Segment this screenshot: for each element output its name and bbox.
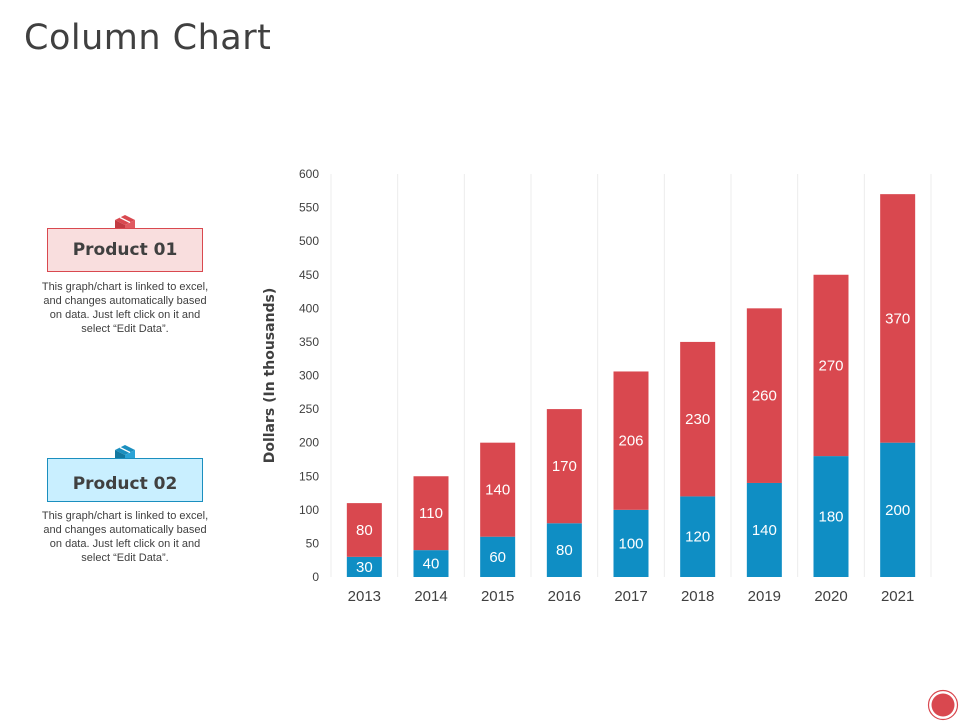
y-tick-label: 300 <box>299 369 319 383</box>
x-tick-label: 2017 <box>614 588 647 605</box>
y-tick-label: 0 <box>312 570 319 584</box>
description-line: select “Edit Data”. <box>81 552 169 564</box>
slide-title: Column Chart <box>24 18 272 58</box>
data-label: 140 <box>752 522 777 539</box>
bar-product-02 <box>680 496 716 577</box>
product-01-description: This graph/chart is linked to excel, and… <box>28 280 222 336</box>
product-02-description: This graph/chart is linked to excel, and… <box>28 509 222 565</box>
y-tick-label: 600 <box>299 167 319 181</box>
y-tick-label: 200 <box>299 436 319 450</box>
product-02-label: Product 02 <box>47 458 203 502</box>
bar-product-01 <box>613 371 649 510</box>
product-01-label: Product 01 <box>47 228 203 272</box>
x-tick-label: 2016 <box>548 588 581 605</box>
x-tick-label: 2020 <box>814 588 847 605</box>
data-label: 80 <box>356 522 373 539</box>
bar-product-02 <box>346 556 382 577</box>
data-label: 30 <box>356 559 373 576</box>
bar-product-01 <box>880 194 916 443</box>
description-line: and changes automatically based <box>43 295 207 307</box>
bar-product-02 <box>613 509 649 577</box>
bar-product-01 <box>413 476 449 551</box>
y-tick-label: 500 <box>299 234 319 248</box>
bar-product-02 <box>813 456 849 577</box>
y-tick-label: 400 <box>299 301 319 315</box>
description-line: and changes automatically based <box>43 524 207 536</box>
y-tick-label: 550 <box>299 201 319 215</box>
next-slide-button[interactable] <box>927 689 959 721</box>
description-line: select “Edit Data”. <box>81 323 169 335</box>
data-label: 120 <box>685 529 710 546</box>
x-tick-label: 2015 <box>481 588 514 605</box>
data-label: 370 <box>885 310 910 327</box>
y-tick-label: 450 <box>299 268 319 282</box>
data-label: 230 <box>685 411 710 428</box>
bar-product-02 <box>546 523 582 577</box>
bar-product-02 <box>413 550 449 577</box>
bar-product-01 <box>680 341 716 497</box>
x-tick-label: 2018 <box>681 588 714 605</box>
data-label: 110 <box>419 505 443 522</box>
bar-product-01 <box>746 308 782 483</box>
y-tick-label: 100 <box>299 503 319 517</box>
description-line: This graph/chart is linked to excel, <box>41 510 209 522</box>
bar-product-02 <box>480 536 516 577</box>
bar-product-01 <box>480 442 516 537</box>
data-label: 200 <box>885 502 910 519</box>
y-tick-label: 250 <box>299 402 319 416</box>
bar-product-02 <box>880 442 916 577</box>
data-label: 170 <box>552 458 577 475</box>
bar-product-02 <box>746 482 782 577</box>
data-label: 180 <box>818 509 843 526</box>
description-line: on data. Just left click on it and <box>49 309 201 321</box>
x-tick-label: 2021 <box>881 588 914 605</box>
data-label: 140 <box>485 482 510 499</box>
bar-product-01 <box>813 274 849 457</box>
bar-product-01 <box>346 503 382 557</box>
x-tick-label: 2013 <box>348 588 381 605</box>
data-label: 40 <box>423 556 440 573</box>
y-tick-label: 150 <box>299 469 319 483</box>
data-label: 80 <box>556 542 573 559</box>
description-line: on data. Just left click on it and <box>49 538 201 550</box>
x-tick-label: 2019 <box>748 588 781 605</box>
data-label: 260 <box>752 388 777 405</box>
data-label: 270 <box>818 357 843 374</box>
y-tick-label: 350 <box>299 335 319 349</box>
y-tick-label: 50 <box>306 536 320 550</box>
x-tick-label: 2014 <box>414 588 447 605</box>
data-label: 100 <box>618 535 643 552</box>
data-label: 60 <box>489 549 506 566</box>
bar-product-01 <box>546 409 582 524</box>
data-label: 206 <box>618 433 643 450</box>
y-axis-label: Dollars (In thousands) <box>262 288 278 464</box>
description-line: This graph/chart is linked to excel, <box>41 281 209 293</box>
